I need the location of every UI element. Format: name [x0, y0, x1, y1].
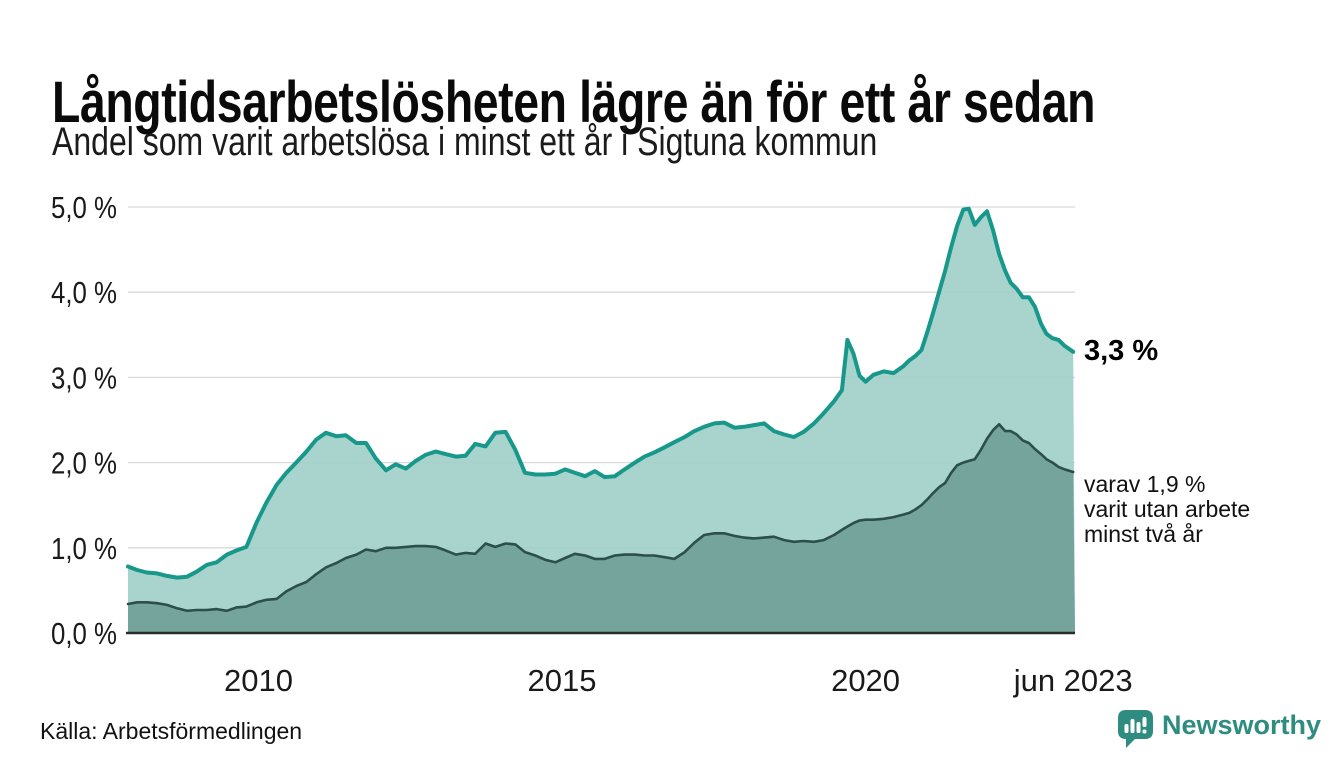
newsworthy-wordmark: Newsworthy — [1162, 709, 1322, 740]
end-value-label-two-years: varav 1,9 % varit utan arbete minst två … — [1084, 472, 1250, 547]
x-tick-label: 2010 — [224, 663, 293, 698]
y-tick-label: 4,0 % — [51, 275, 117, 310]
y-tick-label: 3,0 % — [51, 360, 117, 395]
newsworthy-logo: Newsworthy — [1117, 709, 1321, 749]
end-value-label-total: 3,3 % — [1084, 334, 1159, 367]
end-value-label-line3: minst två år — [1084, 521, 1203, 548]
y-tick-label: 1,0 % — [51, 531, 117, 566]
area-minst-ett-ar — [128, 208, 1075, 633]
y-tick-label: 0,0 % — [51, 616, 117, 651]
y-tick-label: 2,0 % — [51, 446, 117, 481]
line-minst-tva-ar — [126, 423, 1075, 613]
x-tick-label: jun 2023 — [1013, 663, 1133, 698]
end-value-label-line1: varav 1,9 % — [1084, 471, 1206, 498]
source-note: Källa: Arbetsförmedlingen — [40, 718, 303, 744]
end-value-label-line2: varit utan arbete — [1084, 496, 1251, 523]
y-tick-label: 5,0 % — [51, 190, 117, 225]
line-minst-ett-ar — [126, 206, 1076, 580]
newsworthy-logo-icon — [1118, 710, 1153, 748]
area-minst-tva-ar — [128, 424, 1075, 633]
chart-title: Långtidsarbetslösheten lägre än för ett … — [52, 69, 1096, 135]
chart-subtitle: Andel som varit arbetslösa i minst ett å… — [52, 120, 878, 164]
x-tick-label: 2020 — [831, 663, 900, 698]
x-tick-label: 2015 — [528, 663, 597, 698]
